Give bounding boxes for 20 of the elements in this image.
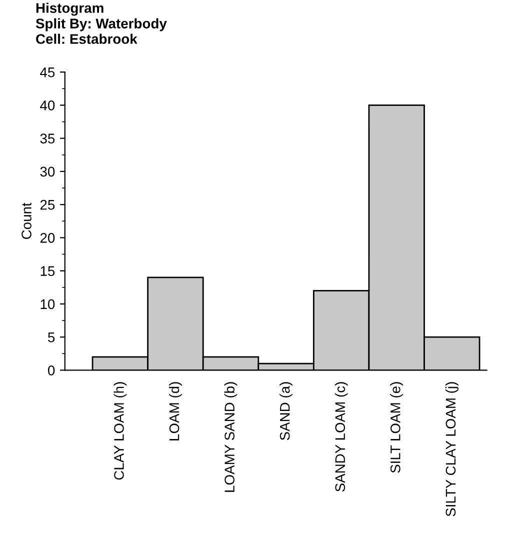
- chart-title: Histogram: [36, 2, 104, 16]
- x-tick-label: SAND (a): [280, 382, 293, 440]
- x-tick-label: SILT LOAM (e): [390, 382, 404, 473]
- y-tick-label: 10: [40, 299, 55, 310]
- y-tick-label: 25: [40, 200, 55, 210]
- y-tick-label: 45: [40, 68, 55, 78]
- y-tick-label: 0: [48, 366, 55, 376]
- y-tick-label: 5: [48, 332, 55, 342]
- y-tick-label: 30: [40, 166, 55, 177]
- y-tick-label: 20: [40, 233, 55, 243]
- y-tick-label: 40: [40, 100, 55, 110]
- y-tick-label: 35: [40, 134, 55, 144]
- chart-subtitle: Split By: Waterbody Cell: Estabrook: [36, 18, 167, 44]
- x-tick-label: CLAY LOAM (h): [114, 382, 127, 480]
- x-tick-label: SANDY LOAM (c): [334, 382, 348, 492]
- y-axis-title: Count: [22, 202, 32, 239]
- y-tick-label: 15: [40, 266, 55, 276]
- x-tick-label: LOAM (d): [168, 382, 182, 440]
- x-tick-label: SILTY CLAY LOAM (j): [445, 382, 458, 516]
- x-tick-label: LOAMY SAND (b): [224, 382, 238, 492]
